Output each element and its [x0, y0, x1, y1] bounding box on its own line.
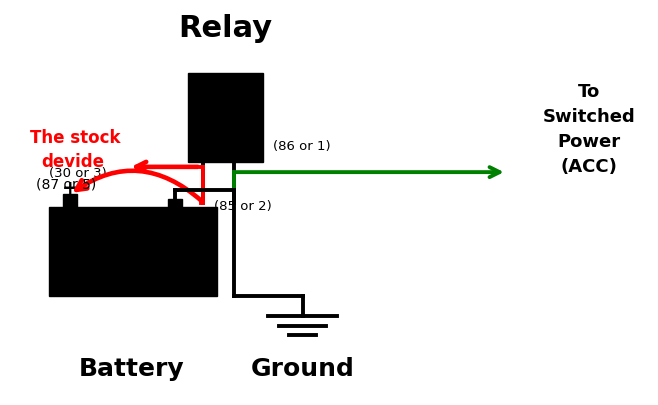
Text: (85 or 2): (85 or 2): [214, 200, 272, 213]
Text: (30 or 3): (30 or 3): [49, 167, 107, 180]
Text: devide: devide: [41, 153, 105, 171]
Text: The stock: The stock: [30, 129, 120, 147]
Text: Relay: Relay: [178, 14, 273, 43]
Text: +: +: [62, 179, 79, 198]
Text: (86 or 1): (86 or 1): [273, 140, 331, 153]
Bar: [63, 194, 77, 207]
Text: Ground: Ground: [251, 356, 355, 381]
Text: (87 or 5): (87 or 5): [36, 177, 97, 191]
Bar: [168, 199, 182, 207]
Bar: [49, 207, 217, 296]
Text: -: -: [172, 181, 180, 200]
Text: To
Switched
Power
(ACC): To Switched Power (ACC): [543, 83, 635, 176]
Bar: [188, 73, 263, 162]
Text: Battery: Battery: [79, 356, 184, 381]
